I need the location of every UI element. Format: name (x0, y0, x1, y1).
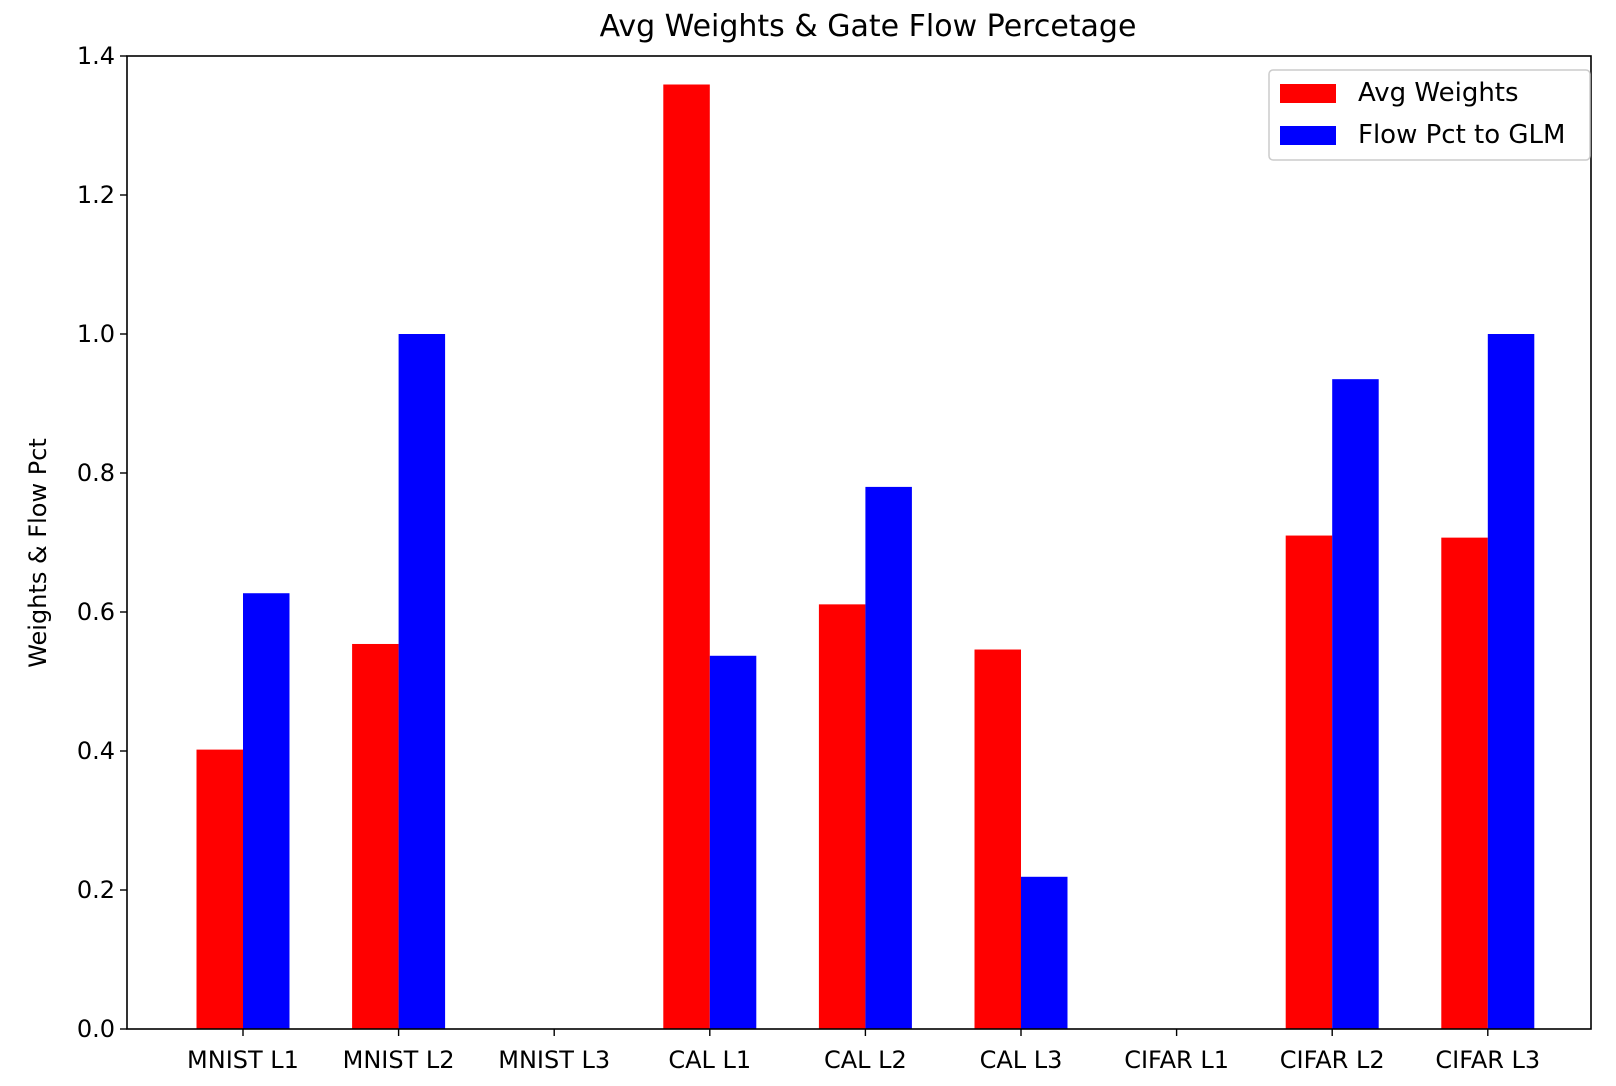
x-ticks-group: MNIST L1 MNIST L2 MNIST L3 CAL L1 CAL L2 CAL … (187, 1029, 1540, 1074)
y-tick-label: 1.4 (77, 42, 115, 70)
bar-series-0-1 (352, 643, 399, 1029)
plot-frame (126, 55, 1592, 1030)
axes-group (126, 55, 1592, 1030)
y-ticks-group: 0.0 0.2 0.4 0.6 0.8 1.0 1.2 1.4 (77, 42, 127, 1043)
bar-series-0-7 (1285, 535, 1333, 1029)
bar-series-1-7 (1332, 379, 1379, 1029)
y-tick-label: 1.2 (77, 181, 115, 209)
bars-group (196, 84, 1535, 1029)
bar-series-1-4 (865, 486, 912, 1029)
y-tick-label: 1.0 (77, 320, 115, 348)
bar-series-0-0 (196, 749, 243, 1029)
chart-title: Avg Weights & Gate Flow Percetage (600, 9, 1137, 44)
x-tick-label: CAL L1 (668, 1046, 751, 1074)
bar-series-0-5 (974, 649, 1021, 1029)
y-axis-label: Weights & Flow Pct (24, 438, 52, 668)
legend-box (1268, 69, 1591, 161)
y-tick-label: 0.6 (77, 598, 115, 626)
legend: Avg Weights Flow Pct to GLM (1268, 69, 1591, 161)
x-tick-label: MNIST L1 (187, 1046, 299, 1074)
bar-series-0-3 (663, 84, 710, 1029)
bar-series-0-4 (818, 604, 866, 1029)
legend-swatch-0 (1280, 84, 1336, 103)
x-tick-label: MNIST L3 (498, 1046, 610, 1074)
x-tick-label: MNIST L2 (343, 1046, 455, 1074)
y-tick-label: 0.0 (77, 1015, 115, 1043)
bar-series-1-8 (1487, 334, 1535, 1029)
x-tick-label: CIFAR L2 (1280, 1046, 1385, 1074)
x-tick-label: CAL L3 (980, 1046, 1063, 1074)
legend-swatch-1 (1280, 126, 1336, 145)
legend-label-1: Flow Pct to GLM (1358, 120, 1565, 150)
y-tick-label: 0.4 (77, 737, 115, 765)
y-tick-label: 0.2 (77, 876, 115, 904)
x-tick-label: CIFAR L3 (1435, 1046, 1540, 1074)
legend-label-0: Avg Weights (1358, 78, 1519, 108)
bar-series-1-3 (709, 655, 757, 1029)
bar-series-1-0 (243, 593, 290, 1029)
bar-series-1-1 (398, 334, 446, 1029)
bar-series-0-8 (1441, 537, 1488, 1029)
x-tick-label: CIFAR L1 (1124, 1046, 1229, 1074)
x-tick-label: CAL L2 (824, 1046, 907, 1074)
y-tick-label: 0.8 (77, 459, 115, 487)
bar-series-1-5 (1021, 876, 1068, 1029)
